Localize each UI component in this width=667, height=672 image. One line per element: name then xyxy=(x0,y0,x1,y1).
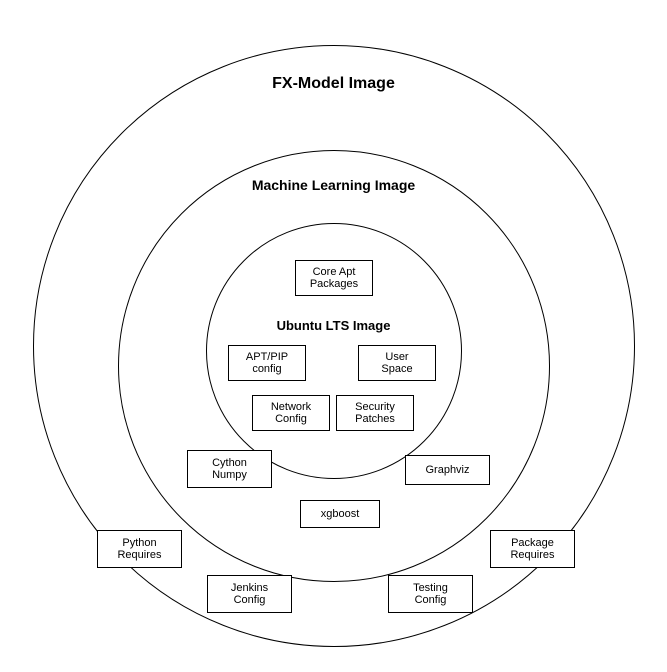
box-package-requires: Package Requires xyxy=(490,530,575,568)
ring-inner-label: Ubuntu LTS Image xyxy=(0,318,667,333)
box-jenkins-config: Jenkins Config xyxy=(207,575,292,613)
box-network-config: Network Config xyxy=(252,395,330,431)
box-user-space: User Space xyxy=(358,345,436,381)
diagram-canvas: { "diagram": { "type": "nested-circles",… xyxy=(0,0,667,672)
ring-middle-label: Machine Learning Image xyxy=(0,177,667,193)
box-apt-pip-config: APT/PIP config xyxy=(228,345,306,381)
ring-outer-label: FX-Model Image xyxy=(0,75,667,93)
box-graphviz: Graphviz xyxy=(405,455,490,485)
box-testing-config: Testing Config xyxy=(388,575,473,613)
box-python-requires: Python Requires xyxy=(97,530,182,568)
box-security-patches: Security Patches xyxy=(336,395,414,431)
box-xgboost: xgboost xyxy=(300,500,380,528)
box-cython-numpy: Cython Numpy xyxy=(187,450,272,488)
box-core-apt-packages: Core Apt Packages xyxy=(295,260,373,296)
